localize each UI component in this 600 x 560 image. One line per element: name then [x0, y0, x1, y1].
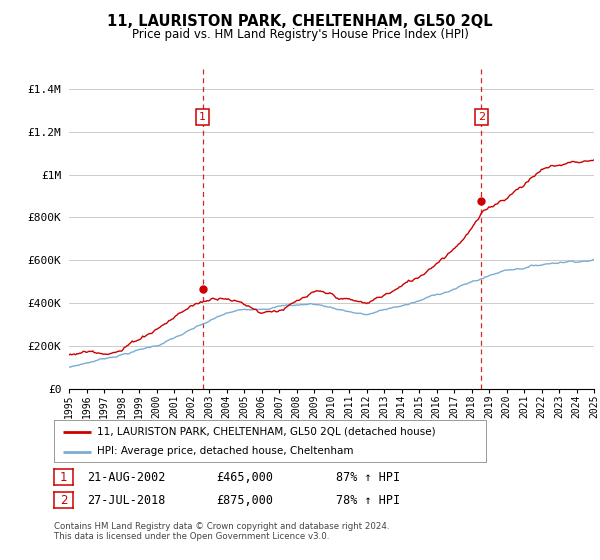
Text: Contains HM Land Registry data © Crown copyright and database right 2024.
This d: Contains HM Land Registry data © Crown c… [54, 522, 389, 542]
Text: £465,000: £465,000 [216, 470, 273, 484]
Text: 2: 2 [60, 493, 67, 507]
Text: Price paid vs. HM Land Registry's House Price Index (HPI): Price paid vs. HM Land Registry's House … [131, 28, 469, 41]
Text: 2: 2 [478, 112, 485, 122]
Text: 21-AUG-2002: 21-AUG-2002 [87, 470, 166, 484]
Text: £875,000: £875,000 [216, 493, 273, 507]
Text: HPI: Average price, detached house, Cheltenham: HPI: Average price, detached house, Chel… [97, 446, 354, 456]
Text: 11, LAURISTON PARK, CHELTENHAM, GL50 2QL (detached house): 11, LAURISTON PARK, CHELTENHAM, GL50 2QL… [97, 427, 436, 437]
Text: 87% ↑ HPI: 87% ↑ HPI [336, 470, 400, 484]
Text: 11, LAURISTON PARK, CHELTENHAM, GL50 2QL: 11, LAURISTON PARK, CHELTENHAM, GL50 2QL [107, 14, 493, 29]
Text: 1: 1 [60, 470, 67, 484]
Text: 78% ↑ HPI: 78% ↑ HPI [336, 493, 400, 507]
Text: 1: 1 [199, 112, 206, 122]
Text: 27-JUL-2018: 27-JUL-2018 [87, 493, 166, 507]
